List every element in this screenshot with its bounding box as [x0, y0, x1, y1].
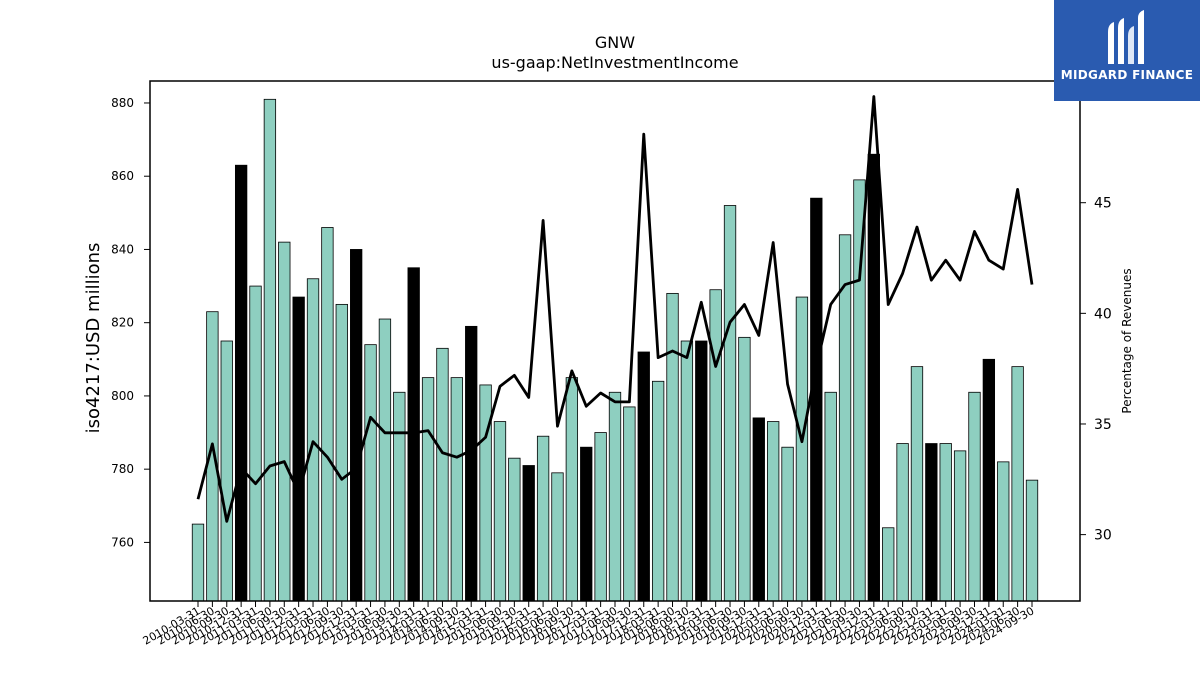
brand-logo: MIDGARD FINANCE [1054, 0, 1200, 101]
bar-2022-06-30 [896, 443, 909, 602]
bar-2023-03-31 [939, 443, 952, 602]
logo-mark-icon [1108, 10, 1144, 64]
bar-2023-06-30 [953, 450, 967, 602]
bar-2023-12-31 [982, 358, 996, 602]
bar-2016-06-30 [551, 472, 564, 602]
y2-tick-label-40: 40 [1094, 306, 1112, 322]
chart-subtitle: us-gaap:NetInvestmentIncome [491, 53, 739, 72]
percentage-line [196, 95, 1034, 523]
y-tick-label-800: 800 [111, 389, 134, 403]
bar-2020-03-31 [767, 421, 780, 602]
bar-2018-09-30 [680, 340, 694, 602]
bar-2011-12-31 [292, 296, 305, 602]
bar-2017-09-30 [623, 406, 636, 602]
logo-text: MIDGARD FINANCE [1060, 68, 1194, 82]
bar-2024-03-31 [997, 461, 1010, 602]
y-axis: 760 780 800 820 840 860 880 [111, 96, 150, 549]
bar-2022-09-30 [910, 366, 924, 602]
bar-2015-03-31 [479, 384, 492, 602]
y-tick-label-760: 760 [111, 535, 134, 549]
bar-2010-03-31 [191, 523, 205, 602]
y2-tick-label-30: 30 [1094, 528, 1112, 544]
bar-2014-03-31 [421, 377, 435, 602]
bar-2018-12-31 [695, 340, 708, 602]
bar-2017-06-30 [608, 391, 622, 602]
bar-2018-03-31 [651, 380, 665, 602]
bar-2020-06-30 [781, 446, 794, 602]
bar-2012-06-30 [321, 227, 334, 602]
y2-tick-label-45: 45 [1094, 196, 1112, 212]
bar-2017-03-31 [594, 432, 607, 602]
bar-2019-06-30 [723, 205, 737, 602]
bar-2024-09-30 [1025, 479, 1039, 602]
bar-2012-12-31 [350, 249, 363, 602]
bar-2013-12-31 [407, 267, 420, 602]
bar-2011-06-30 [263, 98, 277, 602]
bar-2019-03-31 [709, 289, 722, 602]
bar-2013-03-31 [364, 344, 377, 602]
bar-2015-12-31 [522, 465, 535, 602]
bar-2014-09-30 [450, 377, 463, 602]
bar-2017-12-31 [637, 351, 650, 602]
y-tick-label-840: 840 [111, 242, 134, 256]
bar-2010-09-30 [220, 340, 233, 602]
bar-2022-03-31 [882, 527, 895, 602]
bar-2014-12-31 [465, 325, 478, 602]
y-tick-label-820: 820 [111, 316, 134, 330]
bar-2013-06-30 [378, 318, 392, 602]
y-tick-label-780: 780 [111, 462, 134, 476]
y-tick-label-880: 880 [111, 96, 134, 110]
bar-2016-03-31 [536, 435, 550, 602]
bar-2021-12-31 [867, 153, 880, 602]
y2-axis-label: Percentage of Revenues [1120, 268, 1134, 413]
bar-2013-09-30 [393, 391, 406, 602]
bar-2021-03-31 [824, 391, 837, 602]
bar-2019-09-30 [738, 336, 751, 602]
line-group [196, 95, 1034, 523]
y2-axis: 3035404550 [1080, 85, 1112, 544]
y-axis-label: iso4217:USD millions [83, 243, 104, 434]
bar-2024-06-30 [1011, 366, 1024, 602]
bar-2016-12-31 [580, 446, 593, 602]
bar-2015-06-30 [493, 421, 507, 602]
bar-2019-12-31 [752, 417, 765, 602]
bar-2011-09-30 [278, 241, 291, 602]
bars-group [191, 98, 1039, 602]
x-axis: 2010-03-312010-06-302010-09-302010-12-31… [141, 601, 1037, 648]
bar-2015-09-30 [508, 457, 521, 602]
bar-2011-03-31 [249, 285, 262, 602]
bar-2023-09-30 [968, 391, 981, 602]
bar-2012-03-31 [306, 278, 320, 602]
bar-2016-09-30 [565, 377, 579, 602]
bar-2012-09-30 [335, 303, 348, 602]
bar-2020-09-30 [795, 296, 809, 602]
y2-tick-label-35: 35 [1094, 417, 1112, 433]
chart-title: GNW [594, 33, 636, 52]
y-tick-label-860: 860 [111, 169, 134, 183]
bar-2020-12-31 [810, 197, 823, 602]
bar-2014-06-30 [436, 347, 449, 602]
bar-2018-06-30 [666, 292, 679, 602]
bar-2022-12-31 [925, 443, 938, 602]
bar-2010-12-31 [234, 164, 248, 602]
